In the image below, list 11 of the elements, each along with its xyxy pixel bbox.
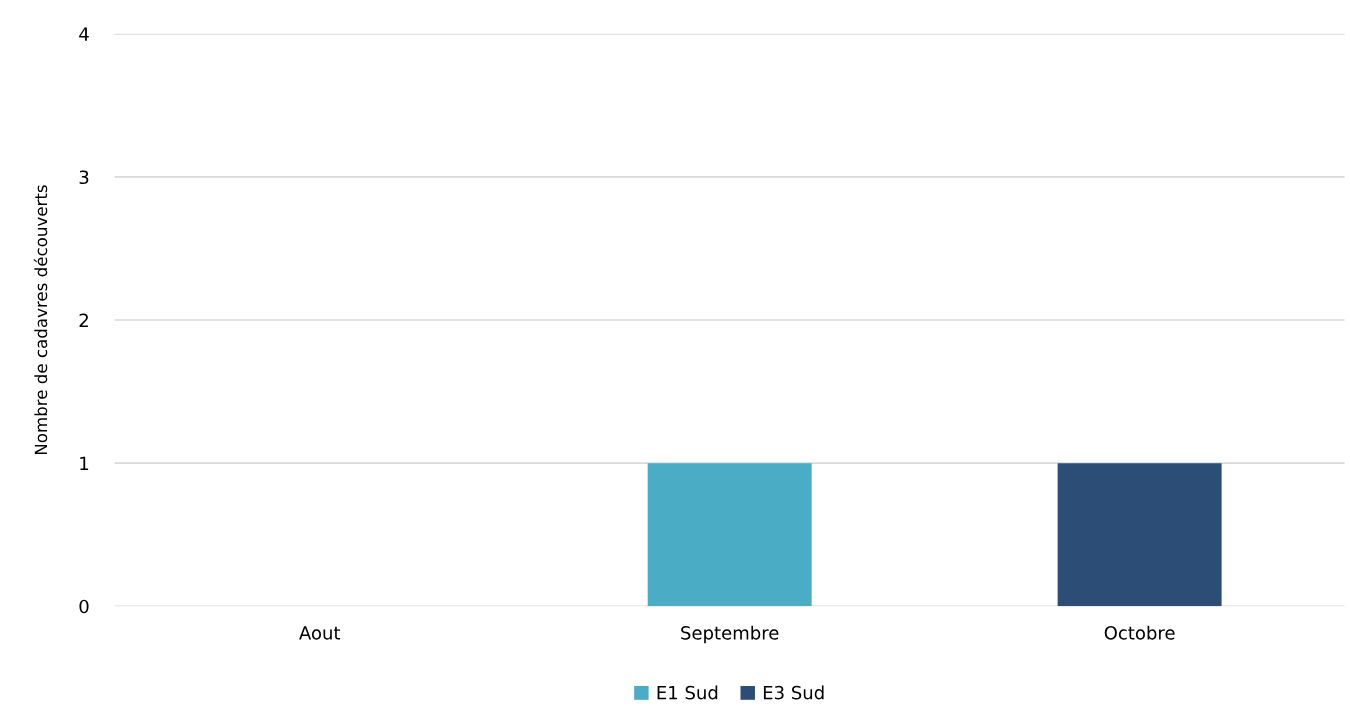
legend-label: E3 Sud [763,685,824,700]
x-tick-label: Octobre [1104,625,1175,640]
y-tick-label: 1 [80,456,89,470]
x-tick-label: Aout [299,626,341,640]
x-tick-label: Septembre [681,625,779,644]
legend-label: E1 Sud [657,685,718,700]
y-tick-label: 2 [79,313,88,327]
y-axis-title: Nombre de cadavres découverts [33,185,48,455]
y-tick-label: 3 [79,170,89,185]
y-tick-label: 4 [79,27,89,41]
y-tick-label: 0 [79,599,89,614]
